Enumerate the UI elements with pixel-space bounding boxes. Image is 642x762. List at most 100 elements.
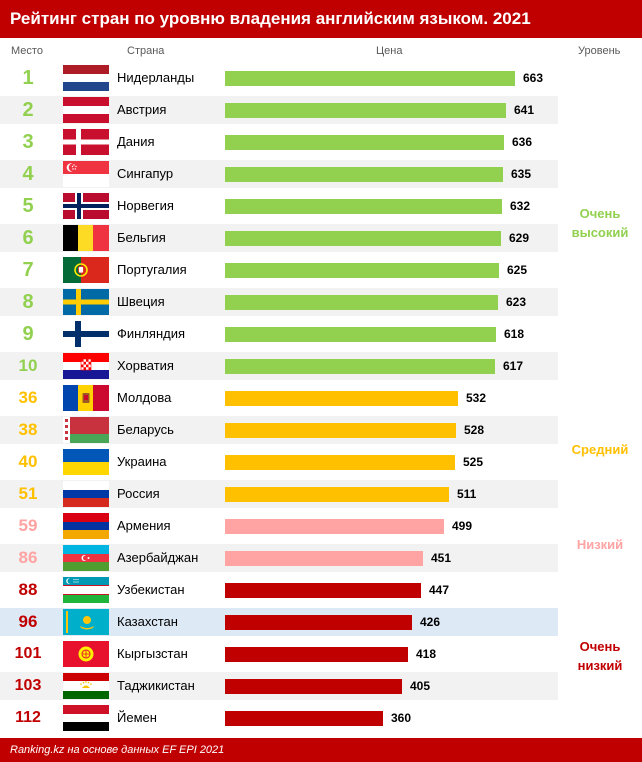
- table-row: 38 Беларусь 528: [0, 416, 558, 444]
- bar: [225, 263, 499, 278]
- finland-flag: [63, 321, 109, 347]
- denmark-flag: [63, 129, 109, 155]
- table-row: 4 Сингапур 635: [0, 160, 558, 188]
- rank-label: 3: [22, 131, 34, 153]
- value-label: 426: [420, 615, 441, 629]
- bar: [225, 231, 501, 246]
- value-label: 525: [463, 455, 484, 469]
- level-label-low: Очень низкий: [577, 639, 623, 673]
- table-row: 2 Австрия 641: [0, 96, 558, 124]
- kazakhstan-flag: [63, 609, 109, 635]
- value-label: 618: [504, 327, 525, 341]
- column-header-country: Страна: [127, 45, 165, 57]
- table-row: 7 Португалия 625: [0, 256, 558, 284]
- bar: [225, 295, 498, 310]
- table-row: 59 Армения 499: [0, 512, 558, 540]
- tajikistan-flag: [63, 673, 109, 699]
- column-header-level: Уровень: [578, 45, 621, 57]
- country-name: Украина: [117, 454, 167, 469]
- value-label: 528: [464, 423, 485, 437]
- source-footer: Ranking.kz на основе данных EF EPI 2021: [0, 738, 642, 762]
- rank-label: 2: [22, 99, 34, 121]
- rank-label: 103: [14, 677, 42, 694]
- bar: [225, 423, 456, 438]
- level-label-high: Средний: [571, 442, 629, 457]
- uzbekistan-flag: [63, 577, 109, 603]
- norway-flag: [63, 193, 109, 219]
- table-row: 112 Йемен 360: [0, 704, 558, 732]
- column-header-value: Цена: [376, 45, 403, 57]
- country-name: Азербайджан: [117, 550, 199, 565]
- country-name: Австрия: [117, 102, 167, 117]
- value-label: 641: [514, 103, 535, 117]
- country-name: Сингапур: [117, 166, 174, 181]
- rank-label: 5: [22, 195, 34, 217]
- country-name: Армения: [117, 518, 171, 533]
- country-name: Узбекистан: [117, 582, 185, 597]
- country-name: Казахстан: [117, 614, 178, 629]
- country-name: Дания: [117, 134, 155, 149]
- value-label: 635: [511, 167, 532, 181]
- table-row: 103 Таджикистан 405: [0, 672, 558, 700]
- bar: [225, 615, 412, 630]
- singapore-flag: [63, 161, 109, 187]
- rank-label: 86: [18, 548, 38, 567]
- belarus-flag: [63, 417, 109, 443]
- value-label: 360: [391, 711, 412, 725]
- kyrgyzstan-flag: [63, 641, 109, 667]
- level-label-moderate: Низкий: [576, 537, 624, 552]
- bar: [225, 199, 502, 214]
- bar: [225, 71, 515, 86]
- rank-label: 96: [18, 612, 38, 631]
- portugal-flag: [63, 257, 109, 283]
- rank-label: 88: [18, 580, 38, 599]
- austria-flag: [63, 97, 109, 123]
- yemen-flag: [63, 705, 109, 731]
- bar: [225, 359, 495, 374]
- bar: [225, 391, 458, 406]
- table-row: 1 Нидерланды 663: [0, 64, 558, 92]
- belgium-flag: [63, 225, 109, 251]
- country-name: Хорватия: [117, 358, 174, 373]
- rank-label: 112: [15, 709, 41, 726]
- moldova-flag: [63, 385, 109, 411]
- table-row: 5 Норвегия 632: [0, 192, 558, 220]
- rank-label: 4: [22, 163, 34, 185]
- croatia-flag: [63, 353, 109, 379]
- bar: [225, 167, 503, 182]
- rank-label: 36: [18, 388, 38, 407]
- rank-label: 40: [18, 452, 38, 471]
- table-row: 10 Хорватия 617: [0, 352, 558, 380]
- bar: [225, 519, 444, 534]
- value-label: 636: [512, 135, 533, 149]
- table-row: 8 Швеция 623: [0, 288, 558, 316]
- value-label: 629: [509, 231, 530, 245]
- table-row: 88 Узбекистан 447: [0, 576, 558, 604]
- bar: [225, 487, 449, 502]
- level-label-very-high: Очень высокий: [571, 206, 629, 240]
- value-label: 632: [510, 199, 531, 213]
- chart-title-bar: Рейтинг стран по уровню владения английс…: [0, 0, 642, 38]
- bar: [225, 103, 506, 118]
- table-row: 86 Азербайджан 451: [0, 544, 558, 572]
- value-label: 447: [429, 583, 450, 597]
- rank-label: 10: [18, 356, 38, 375]
- rank-label: 1: [22, 67, 34, 89]
- value-label: 511: [457, 487, 477, 501]
- bar: [225, 583, 421, 598]
- value-label: 625: [507, 263, 528, 277]
- table-row: 51 Россия 511: [0, 480, 558, 508]
- value-label: 418: [416, 647, 437, 661]
- table-row: 40 Украина 525: [0, 448, 558, 476]
- country-name: Швеция: [117, 294, 165, 309]
- value-label: 405: [410, 679, 431, 693]
- rank-label: 51: [18, 484, 38, 503]
- rank-label: 6: [22, 227, 34, 249]
- country-name: Беларусь: [117, 422, 174, 437]
- azerbaijan-flag: [63, 545, 109, 571]
- table-row: 101 Кыргызстан 418: [0, 640, 558, 668]
- rank-label: 8: [22, 291, 34, 313]
- value-label: 499: [452, 519, 473, 533]
- country-name: Бельгия: [117, 230, 166, 245]
- country-name: Португалия: [117, 262, 187, 277]
